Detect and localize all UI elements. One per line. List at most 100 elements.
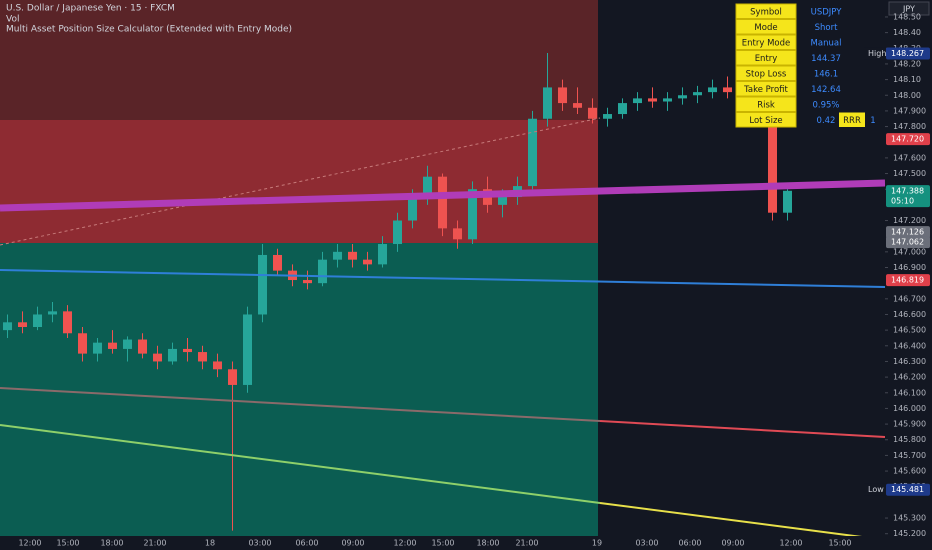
price-badge-label: 147.126 — [891, 228, 924, 237]
candle-body — [273, 254, 282, 271]
price-badge-label: 147.388 — [891, 187, 924, 196]
panel-key: Stop Loss — [746, 69, 787, 79]
candle-body — [168, 348, 177, 362]
price-badge — [886, 274, 930, 287]
price-tick-label: 145.800 — [893, 435, 926, 444]
price-tick-label: 147.200 — [893, 216, 926, 225]
panel-value: 142.64 — [811, 85, 841, 95]
panel-key: Entry Mode — [742, 38, 790, 48]
candle-body — [438, 176, 447, 229]
panel-value: 144.37 — [811, 54, 841, 64]
candle-body — [498, 197, 507, 205]
price-badge — [886, 185, 930, 208]
candle-body — [648, 98, 657, 102]
candle-body — [543, 87, 552, 119]
currency: JPY — [902, 5, 915, 14]
price-badge — [886, 226, 930, 239]
candle-body — [183, 348, 192, 353]
panel-value: 146.1 — [814, 69, 838, 79]
panel-value: Manual — [811, 38, 842, 48]
price-badge-label: 147.720 — [891, 135, 924, 144]
candle-body — [228, 369, 237, 385]
panel-key-bg — [735, 50, 797, 66]
price-tick-label: 147.600 — [893, 153, 926, 162]
panel-key: Lot Size — [749, 116, 782, 126]
time-tick-label: 12:00 — [779, 539, 802, 548]
panel-key-bg — [735, 19, 797, 35]
currency-box[interactable] — [888, 1, 930, 16]
time-tick-label: 09:00 — [341, 539, 364, 548]
panel-key-bg — [735, 112, 797, 128]
candle-body — [378, 244, 387, 265]
price-tick-label: 147.900 — [893, 106, 926, 115]
candle-body — [318, 259, 327, 284]
panel-key: Mode — [754, 23, 777, 33]
candle-body — [693, 92, 702, 96]
panel-value: Short — [815, 23, 838, 33]
candle-body — [78, 333, 87, 354]
badge-tag-bg — [864, 483, 886, 496]
candle-body — [63, 311, 72, 334]
time-tick-label: 06:00 — [295, 539, 318, 548]
candle-body — [723, 87, 732, 93]
price-tick-label: 148.50 — [893, 12, 921, 21]
candle-body — [453, 228, 462, 240]
panel-key-bg — [735, 34, 797, 50]
time-tick-label: 21:00 — [515, 539, 538, 548]
plot — [3, 52, 792, 531]
time-tick-label: 12:00 — [18, 539, 41, 548]
price-badge-label: 147.062 — [891, 238, 924, 247]
candle-body — [243, 314, 252, 385]
time-tick-label: 15:00 — [431, 539, 454, 548]
candle-body — [423, 176, 432, 198]
price-tick-label: 147.500 — [893, 169, 926, 178]
gray-line — [0, 387, 601, 422]
candle-body — [783, 190, 792, 213]
time-tick-label: 18:00 — [476, 539, 499, 548]
time-tick-label: 21:00 — [143, 539, 166, 548]
candle-body — [108, 342, 117, 349]
volume-label: Vol — [6, 15, 19, 25]
candle-body — [33, 314, 42, 328]
price-tick-label: 145.900 — [893, 420, 926, 429]
panel-key-bg — [735, 65, 797, 81]
yellow-line — [599, 502, 886, 541]
candle-body — [198, 352, 207, 362]
price-tick-label: 147.000 — [893, 247, 926, 256]
badge-tag-bg — [864, 47, 886, 60]
price-tick-label: 146.300 — [893, 357, 926, 366]
price-tick-label: 146.400 — [893, 341, 926, 350]
time-tick-label: 12:00 — [393, 539, 416, 548]
candle-body — [708, 87, 717, 93]
time-tick-label: 18 — [205, 539, 215, 548]
trend-dotted — [0, 117, 601, 246]
candle-body — [213, 361, 222, 370]
candle-body — [663, 98, 672, 102]
candle-body — [588, 107, 597, 119]
price-badge — [886, 47, 930, 60]
candle-body — [138, 339, 147, 354]
price-badge-sub: 05:10 — [891, 197, 914, 206]
green-line — [0, 424, 601, 504]
panel-key: Entry — [755, 54, 778, 64]
time-axis — [0, 536, 932, 550]
time-tick-label: 09:00 — [721, 539, 744, 548]
price-tick-label: 145.700 — [893, 451, 926, 460]
candle-body — [348, 251, 357, 260]
price-tick-label: 146.900 — [893, 263, 926, 272]
price-tick-label: 146.600 — [893, 310, 926, 319]
price-tick-label: 146.000 — [893, 404, 926, 413]
zone-target — [0, 243, 598, 536]
candle-body — [573, 103, 582, 108]
price-tick-label: 148.00 — [893, 91, 921, 100]
price-tick-label: 147.800 — [893, 122, 926, 131]
candle-body — [408, 197, 417, 221]
candle-body — [153, 353, 162, 362]
panel-key: Risk — [757, 100, 775, 110]
price-tick-label: 146.200 — [893, 373, 926, 382]
candle-body — [468, 189, 477, 240]
panel-value: 0.95% — [812, 100, 839, 110]
price-badge-label: 148.267 — [891, 49, 924, 58]
